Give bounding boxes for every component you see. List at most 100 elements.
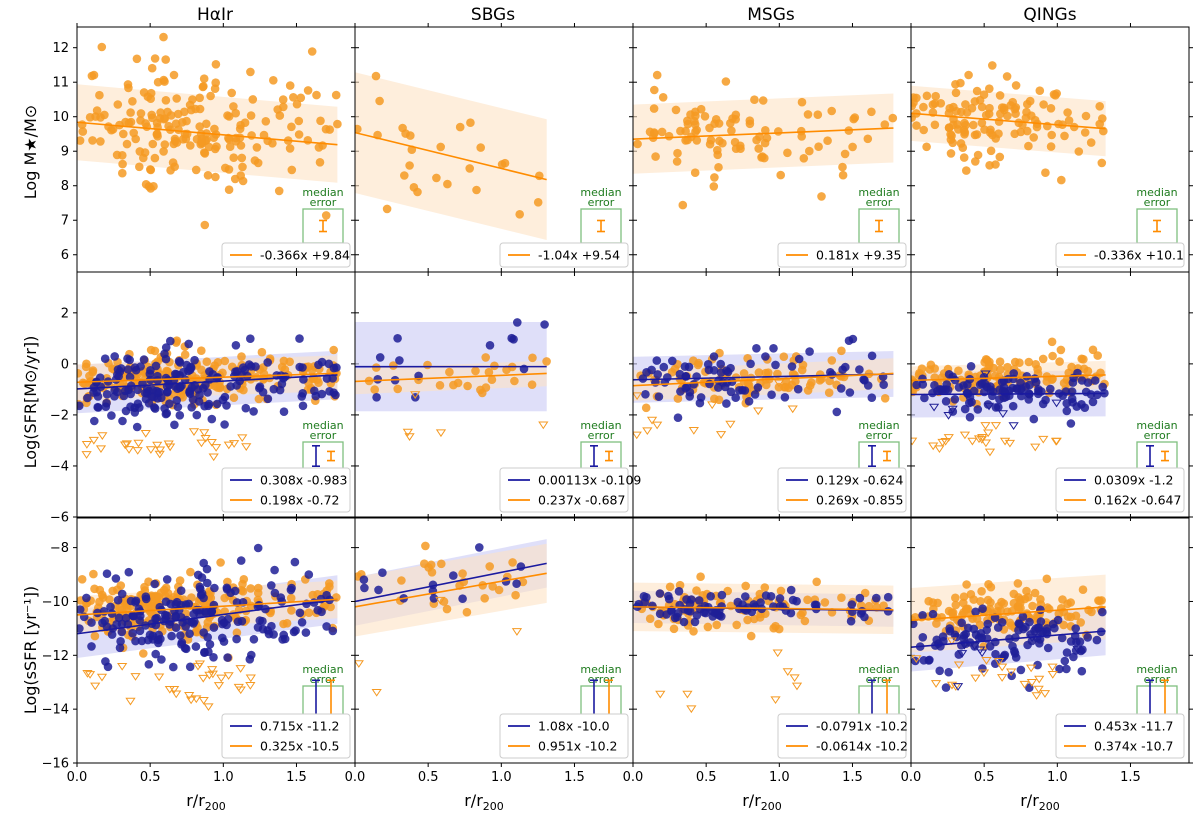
- x-tick-label: 0.0: [901, 770, 922, 785]
- orange-data-point: [87, 71, 97, 81]
- orange-data-point: [776, 586, 786, 596]
- blue-data-point: [378, 568, 387, 577]
- blue-data-point: [313, 605, 323, 615]
- orange-upper-limit-marker: [967, 437, 978, 446]
- blue-data-point: [692, 372, 701, 381]
- orange-data-point: [1016, 127, 1026, 137]
- legend-box: [499, 467, 629, 513]
- orange-data-point: [741, 581, 750, 591]
- median-error-box: [858, 441, 900, 471]
- orange-data-point: [743, 615, 752, 625]
- orange-data-point: [709, 182, 719, 191]
- orange-data-point: [977, 102, 987, 112]
- orange-data-point: [969, 595, 978, 604]
- y-label-sfr: Log(SFR[M⊙/yr]): [21, 336, 40, 469]
- orange-upper-limit-marker: [984, 448, 996, 457]
- panel-frame: [910, 517, 1190, 764]
- orange-data-point: [799, 154, 809, 163]
- orange-data-point: [168, 158, 178, 167]
- blue-data-point: [125, 372, 135, 382]
- orange-upper-limit-marker: [245, 674, 256, 683]
- legend-box: [1055, 242, 1185, 268]
- orange-data-point: [229, 393, 239, 403]
- orange-data-point: [186, 567, 195, 577]
- orange-data-point: [211, 60, 221, 69]
- fit-line-blue: [911, 392, 1106, 396]
- blue-data-point: [859, 375, 868, 384]
- orange-data-point: [732, 620, 741, 630]
- orange-data-point: [421, 541, 430, 551]
- blue-data-point: [131, 636, 140, 646]
- orange-data-point: [252, 143, 262, 152]
- orange-data-point: [488, 582, 498, 591]
- blue-data-point: [509, 335, 518, 344]
- orange-data-point: [803, 110, 813, 119]
- blue-data-point: [1066, 419, 1076, 428]
- orange-data-point: [825, 376, 834, 386]
- orange-data-point: [333, 119, 342, 129]
- orange-upper-limit-marker: [154, 446, 166, 455]
- blue-upper-limit-marker: [1051, 399, 1062, 408]
- blue-data-point: [98, 618, 107, 628]
- blue-data-point: [314, 360, 323, 370]
- panel-plot-area: [355, 539, 547, 697]
- orange-upper-limit-marker: [90, 682, 101, 691]
- blue-data-point: [997, 618, 1007, 627]
- orange-data-point: [248, 95, 258, 104]
- orange-data-point: [246, 67, 255, 77]
- orange-upper-limit-marker: [1006, 668, 1017, 677]
- orange-data-point: [1029, 133, 1038, 142]
- orange-data-point: [798, 608, 807, 618]
- panel-frame: [910, 271, 1190, 518]
- orange-data-point: [371, 71, 381, 81]
- blue-data-point: [311, 391, 321, 401]
- panel-plot-area: [355, 318, 551, 441]
- orange-data-point: [1064, 116, 1074, 125]
- orange-data-point: [1011, 81, 1021, 90]
- orange-data-point: [502, 365, 511, 375]
- blue-data-point: [191, 642, 201, 651]
- orange-data-point: [805, 146, 814, 156]
- blue-data-point: [867, 351, 877, 361]
- orange-data-point: [282, 619, 292, 628]
- x-axis-label-subscript: 200: [483, 800, 504, 813]
- orange-data-point: [838, 170, 848, 180]
- orange-data-point: [230, 174, 240, 184]
- blue-data-point: [867, 393, 877, 403]
- orange-data-point: [285, 144, 295, 153]
- blue-data-point: [1029, 414, 1039, 424]
- orange-data-point: [389, 361, 398, 370]
- blue-upper-limit-marker: [1072, 645, 1083, 654]
- blue-data-point: [152, 613, 162, 623]
- orange-data-point: [977, 587, 986, 596]
- orange-upper-limit-marker: [132, 447, 143, 455]
- orange-data-point: [919, 125, 928, 135]
- orange-upper-limit-marker: [652, 421, 663, 430]
- orange-data-point: [329, 345, 339, 355]
- blue-data-point: [264, 629, 274, 639]
- orange-data-point: [77, 575, 87, 584]
- blue-data-point: [198, 384, 208, 393]
- orange-data-point: [1042, 377, 1052, 386]
- fit-line-orange: [77, 598, 338, 616]
- blue-data-point: [979, 372, 989, 382]
- blue-data-point: [163, 387, 172, 397]
- blue-data-point: [855, 365, 864, 374]
- blue-data-point: [1008, 383, 1017, 393]
- median-error-box: [302, 441, 344, 471]
- blue-data-point: [690, 617, 700, 627]
- orange-upper-limit-marker: [1004, 439, 1016, 448]
- orange-data-point: [211, 78, 220, 87]
- blue-data-point: [171, 612, 181, 621]
- y-tick-label: 8: [61, 179, 69, 194]
- orange-data-point: [437, 559, 446, 569]
- orange-data-point: [962, 580, 971, 589]
- blue-data-point: [980, 379, 990, 389]
- orange-upper-limit-marker: [140, 430, 151, 438]
- orange-data-point: [246, 111, 256, 120]
- legend-entry: 0.325x -10.5: [260, 739, 340, 754]
- panel-plot-area: [633, 70, 898, 210]
- orange-upper-limit-marker: [185, 696, 197, 705]
- orange-data-point: [996, 109, 1005, 119]
